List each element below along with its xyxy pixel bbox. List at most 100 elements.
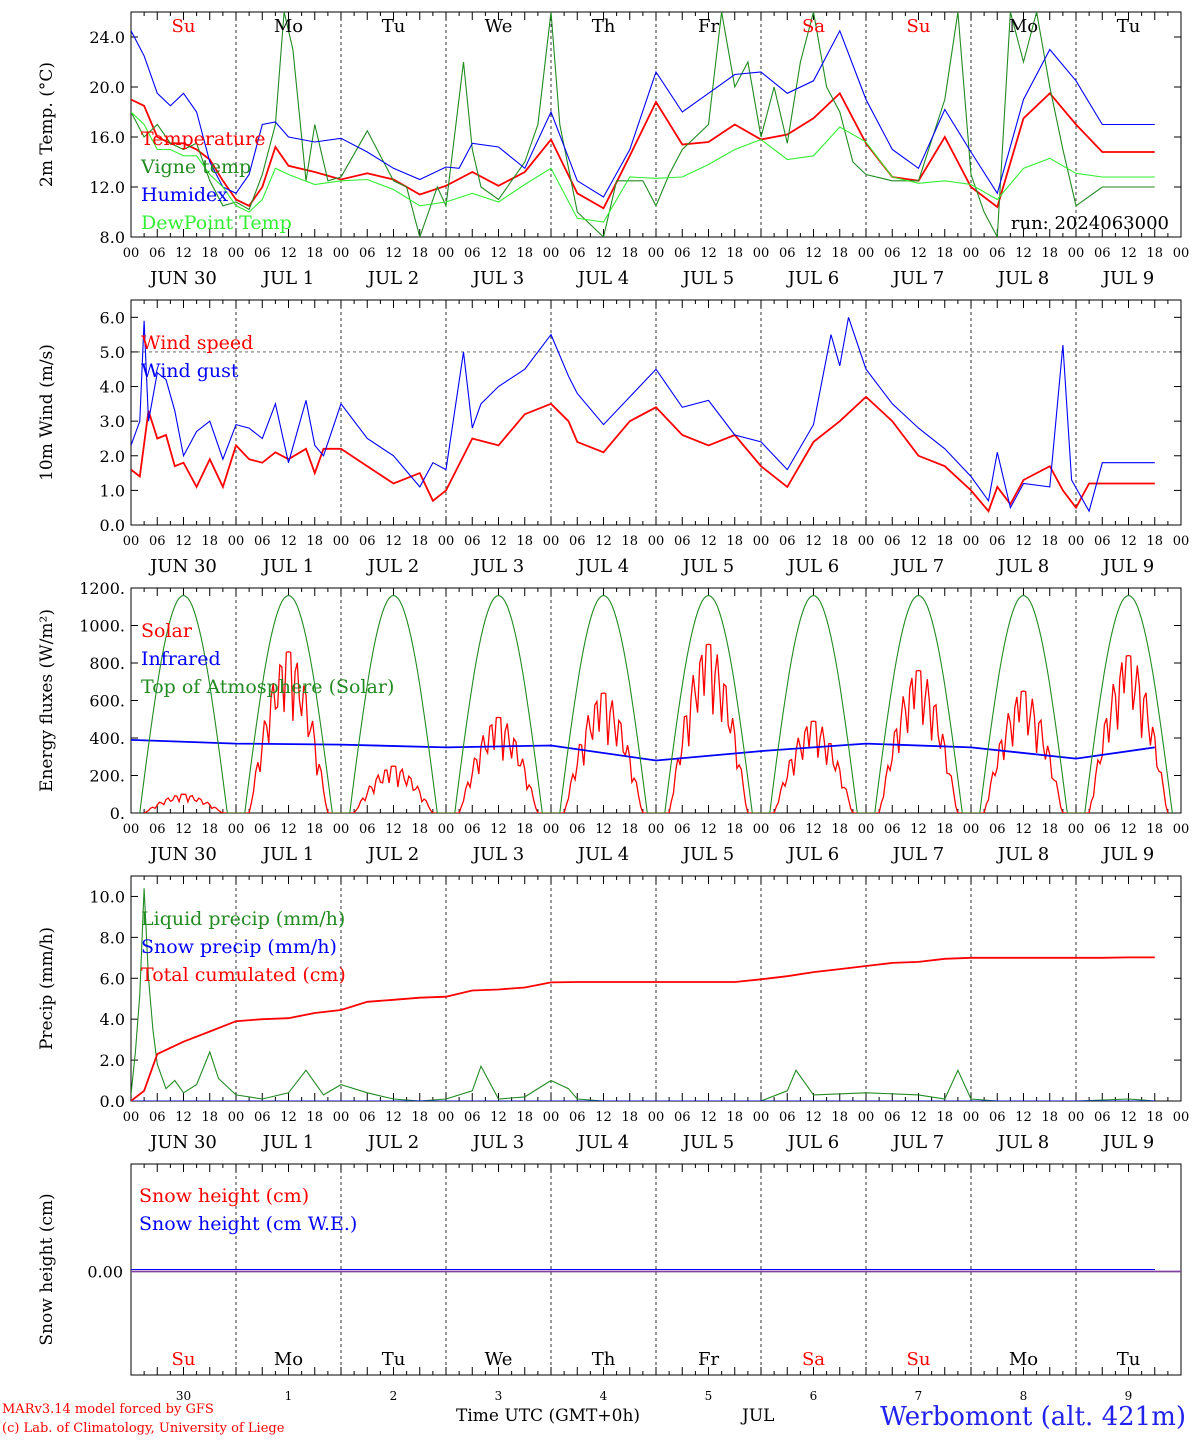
hour-label: 18 [1146,1110,1163,1125]
hour-label: 06 [569,1110,586,1125]
day-number-label: 4 [600,1389,608,1403]
series-humidex [131,29,1155,198]
legend-entry: Humidex [141,184,228,206]
series-total-cumulated-cm [131,956,1155,1101]
hour-label: 18 [306,534,323,549]
plot-area [131,888,1155,1101]
y-tick-label: 1200. [79,579,125,598]
day-number-label: 3 [495,1389,503,1403]
legend-entry: Snow precip (mm/h) [141,936,337,958]
day-number-label: 8 [1020,1389,1028,1403]
legend-entry: Snow height (cm W.E.) [139,1213,357,1235]
hour-label: 00 [1173,246,1190,261]
hour-label: 06 [674,1110,691,1125]
hour-label: 00 [1068,822,1085,837]
series-dewpoint-temp [131,111,1155,223]
hour-label: 18 [726,534,743,549]
date-label: JUL 9 [1101,1132,1155,1153]
hour-label: 00 [963,822,980,837]
hour-label: 12 [490,246,507,261]
day-number-label: 30 [176,1389,191,1403]
hour-label: 18 [831,1110,848,1125]
y-tick-label: 4.0 [100,378,125,397]
hour-label: 18 [516,246,533,261]
y-tick-label: 1000. [79,617,125,636]
day-number-label: 1 [285,1389,293,1403]
weekday-label: Mo [1009,16,1038,37]
hour-label: 00 [858,822,875,837]
hour-label: 00 [648,1110,665,1125]
hour-label: 06 [779,822,796,837]
model-line: MARv3.14 model forced by GFS [2,1402,214,1417]
hour-label: 06 [149,822,166,837]
weekday-label: Tu [1117,1349,1141,1370]
hour-label: 06 [779,1110,796,1125]
weekday-label: Mo [274,16,303,37]
y-tick-label: 5.0 [100,343,125,362]
date-label: JUL 4 [576,844,630,865]
weekday-label: Tu [382,16,406,37]
hour-label: 18 [726,822,743,837]
date-label: JUL 3 [471,268,525,289]
hour-label: 12 [280,534,297,549]
hour-label: 18 [201,1110,218,1125]
day-number-label: 7 [915,1389,923,1403]
hour-label: 06 [464,822,481,837]
hour-label: 06 [674,246,691,261]
hour-label: 00 [1173,534,1190,549]
y-tick-label: 20.0 [89,78,125,97]
hour-label: 18 [621,534,638,549]
date-label: JUL 4 [576,268,630,289]
hour-label: 00 [858,1110,875,1125]
hour-label: 12 [280,246,297,261]
hour-label: 00 [648,534,665,549]
y-axis-label: Precip (mm/h) [37,927,57,1050]
hour-label: 12 [1015,1110,1032,1125]
hour-label: 18 [201,534,218,549]
hour-label: 00 [1173,822,1190,837]
weekday-label: Mo [274,1349,303,1370]
hour-label: 06 [359,1110,376,1125]
hour-label: 12 [595,534,612,549]
hour-label: 12 [1120,1110,1137,1125]
y-tick-label: 0.0 [100,516,125,535]
series-solar [143,643,1169,813]
date-label: JUN 30 [148,844,217,865]
y-tick-label: 2.0 [100,1051,125,1070]
hour-label: 12 [1120,822,1137,837]
month-label: JUL [742,1406,775,1426]
plot-area [131,594,1173,813]
date-label: JUL 2 [366,556,420,577]
hour-label: 12 [805,246,822,261]
hour-label: 06 [359,822,376,837]
hour-label: 00 [333,822,350,837]
date-label: JUL 7 [891,556,945,577]
hour-label: 12 [490,822,507,837]
y-tick-label: 4.0 [100,1010,125,1029]
date-label: JUL 5 [681,268,735,289]
weekday-label: Sa [802,1349,825,1370]
hour-label: 00 [543,534,560,549]
hour-label: 06 [1094,534,1111,549]
hour-label: 18 [621,246,638,261]
legend-entry: Liquid precip (mm/h) [141,908,345,930]
weekday-label: Sa [802,16,825,37]
day-number-label: 5 [705,1389,713,1403]
hour-label: 06 [149,1110,166,1125]
date-label: JUL 8 [996,268,1050,289]
hour-label: 00 [228,822,245,837]
date-label: JUN 30 [148,268,217,289]
hour-label: 00 [333,534,350,549]
plot-area [131,1268,1181,1273]
date-label: JUL 7 [891,844,945,865]
hour-label: 06 [569,822,586,837]
y-tick-label: 10.0 [89,887,125,906]
hour-label: 00 [123,1110,140,1125]
series-infrared [131,739,1155,762]
hour-label: 18 [516,822,533,837]
hour-label: 12 [385,822,402,837]
y-axis-label: Snow height (cm) [37,1193,57,1345]
y-tick-label: 800. [89,654,125,673]
y-tick-label: 12.0 [89,178,125,197]
hour-label: 00 [858,534,875,549]
